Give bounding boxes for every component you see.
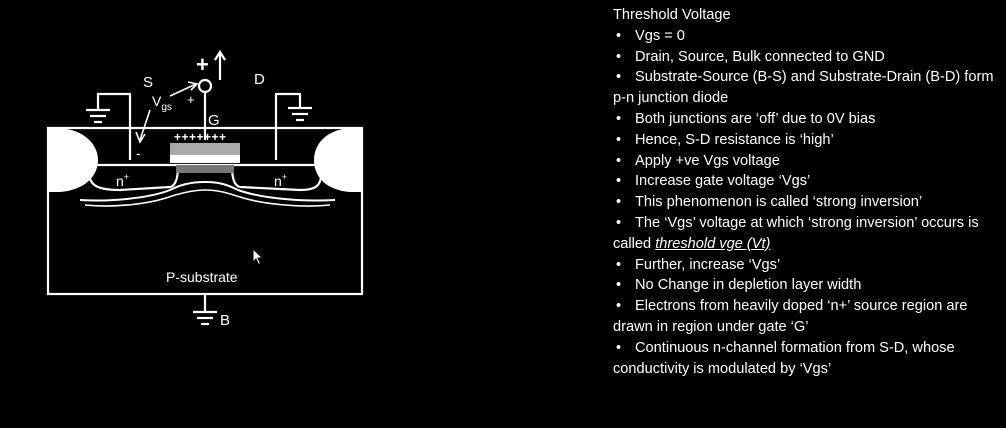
field-oxide-left [48,128,98,192]
list-item: • No Change in depletion layer width [613,275,1003,296]
vgs-plus-sign: + [187,92,195,107]
list-item: • Hence, S-D resistance is ‘high’ [613,130,1003,151]
list-item: • Substrate-Source (B-S) and Substrate-Dr… [613,67,1003,109]
vgs-label-main: V [152,93,162,109]
note-text: Electrons from heavily doped ‘n+’ source… [613,298,968,335]
gate-label: G [208,112,220,129]
list-item: • Both junctions are ‘off’ due to 0V bias [613,109,1003,130]
bullet-mark: • [616,214,622,231]
note-text: No Change in depletion layer width [635,277,862,294]
note-text: Further, increase ‘Vgs’ [635,256,781,273]
substrate-label: P-substrate [166,269,238,285]
bullet-mark: • [616,48,622,65]
n-plus-source-boundary [86,165,180,192]
vgs-arrow-to-gate-head [187,81,199,91]
note-text: Increase gate voltage ‘Vgs’ [635,173,811,190]
n-plus-source-label: n+ [116,172,129,189]
bullet-mark: • [616,277,622,294]
vgs-minus-sign: - [136,145,141,161]
drain-wire [274,92,302,160]
note-text: Continuous n-channel formation from S-D,… [613,339,955,377]
vgs-arrow-to-gate [169,83,197,97]
bullet-mark: • [616,173,622,190]
source-wire [96,92,132,160]
note-text: Vgs = 0 [635,27,685,44]
n-plus-source-sup: + [124,172,129,182]
n-plus-drain-boundary [230,165,324,192]
list-item: • Increase gate voltage ‘Vgs’ [613,171,1003,192]
vgs-arrow-to-source [139,109,151,141]
list-item: • Drain, Source, Bulk connected to GND [613,47,1003,68]
gate-oxide [170,155,240,163]
note-text: Both junctions are ‘off’ due to 0V bias [635,110,876,127]
bullet-mark: • [616,298,622,315]
n-plus-source-letter: n [116,173,124,189]
list-item: • Continuous n-channel formation from S-D… [613,338,1003,380]
depletion-boundary-inner [84,189,331,207]
field-oxide-right [314,128,362,192]
up-arrow-head [214,49,226,61]
threshold-emphasis: threshold vge (Vt) [655,235,771,252]
bullet-mark: • [616,131,622,148]
bullet-mark: • [616,256,622,273]
channel-region [176,165,234,173]
bulk-label: B [220,312,230,329]
note-text: Substrate-Source (B-S) and Substrate-Dra… [613,69,994,107]
n-plus-drain-letter: n [274,173,282,189]
n-plus-drain-label: n+ [274,172,287,189]
source-label: S [143,74,153,91]
note-text: Apply +ve Vgs voltage [635,152,780,169]
bullet-mark: • [616,110,622,127]
list-item: • The ‘Vgs’ voltage at which ‘strong inve… [613,213,1003,255]
bullet-mark: • [616,152,622,169]
depletion-boundary [79,180,336,202]
gate-metal [170,143,240,155]
bullet-mark: • [616,27,622,44]
note-text: Drain, Source, Bulk connected to GND [635,48,885,65]
gate-charge-label: +++++++ [174,130,227,144]
list-item: • Apply +ve Vgs voltage [613,151,1003,172]
n-plus-drain-sup: + [282,172,287,182]
note-text: This phenomenon is called ‘strong invers… [635,194,923,211]
mouse-pointer-icon [252,248,264,266]
gate-terminal [197,78,213,94]
mosfet-cross-section-diagram: S D G B Vgs + + - +++++++ n+ n+ P-substr… [46,49,364,329]
notes-heading: Threshold Voltage [613,7,731,23]
bullet-mark: • [616,339,622,356]
gate-plus-sign: + [196,52,209,77]
bullet-mark: • [616,194,622,211]
note-text: Hence, S-D resistance is ‘high’ [635,131,834,148]
note-text: The ‘Vgs’ voltage at which ‘strong inver… [613,214,979,252]
list-item: • Further, increase ‘Vgs’ [613,255,1003,276]
notes-list: • Vgs = 0 • Drain, Source, Bulk connected … [613,26,1003,380]
drain-label: D [254,71,265,88]
list-item: • Electrons from heavily doped ‘n+’ sourc… [613,296,1003,338]
vgs-arrow-to-source-head [135,131,146,144]
vgs-label-subscript: gs [161,102,172,113]
list-item: • This phenomenon is called ‘strong inver… [613,192,1003,213]
list-item: • Vgs = 0 [613,26,1003,47]
bullet-mark: • [616,69,622,86]
vgs-label: Vgs [152,93,172,113]
notes-panel: Threshold Voltage • Vgs = 0 • Drain, Sourc… [613,5,1003,379]
